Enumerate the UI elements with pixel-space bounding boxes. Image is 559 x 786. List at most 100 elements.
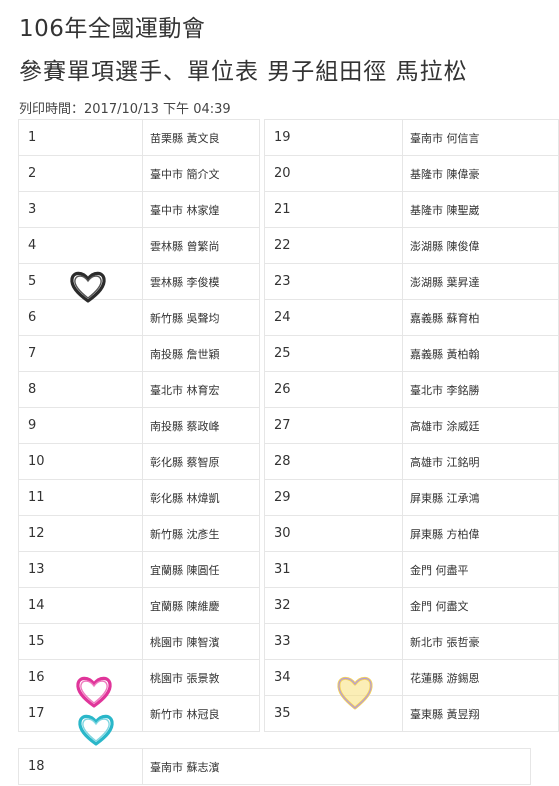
table-row: 1 苗栗縣 黃文良 (18, 119, 260, 156)
athlete-unit-name: 臺北市 李銘勝 (402, 371, 559, 408)
athlete-unit-name: 彰化縣 林煒凱 (142, 479, 260, 516)
table-row: 31 金門 何盡平 (264, 551, 559, 588)
athlete-number: 24 (264, 299, 403, 336)
athlete-unit-name: 高雄市 涂威廷 (402, 407, 559, 444)
athlete-number: 12 (18, 515, 143, 552)
athlete-unit-name: 彰化縣 蔡智原 (142, 443, 260, 480)
athlete-unit-name: 宜蘭縣 陳維慶 (142, 587, 260, 624)
heart-outline-yellow-icon (337, 676, 373, 710)
athlete-number: 29 (264, 479, 403, 516)
athlete-unit-name: 基隆市 陳偉豪 (402, 155, 559, 192)
table-row: 28 高雄市 江銘明 (264, 443, 559, 480)
athlete-unit-name: 澎湖縣 陳俊偉 (402, 227, 559, 264)
athlete-unit-name: 臺南市 何信言 (402, 119, 559, 156)
athlete-unit-name: 高雄市 江銘明 (402, 443, 559, 480)
athlete-number: 2 (18, 155, 143, 192)
athlete-number: 21 (264, 191, 403, 228)
roster-table-left: 1 苗栗縣 黃文良 2 臺中市 簡介文 3 臺中市 林家煌 4 雲林縣 曾繁尚 5 雲林縣 李俊模… (18, 119, 260, 732)
roster-table-right: 19 臺南市 何信言 20 基隆市 陳偉豪 21 基隆市 陳聖崴 22 澎湖縣 陳俊偉 23 澎湖… (264, 119, 559, 732)
athlete-number: 7 (18, 335, 143, 372)
table-row: 6 新竹縣 吳聲均 (18, 299, 260, 336)
athlete-unit-name: 宜蘭縣 陳圓任 (142, 551, 260, 588)
athlete-number: 1 (18, 119, 143, 156)
print-timestamp: 列印時間：2017/10/13 下午 04:39 (19, 102, 231, 117)
table-row: 33 新北市 張哲豪 (264, 623, 559, 660)
athlete-number: 14 (18, 587, 143, 624)
athlete-unit-name: 新北市 張哲豪 (402, 623, 559, 660)
table-row: 2 臺中市 簡介文 (18, 155, 260, 192)
table-row: 13 宜蘭縣 陳圓任 (18, 551, 260, 588)
athlete-unit-name: 花蓮縣 游錫恩 (402, 659, 559, 696)
page-title: 106年全國運動會 (19, 16, 206, 42)
table-row: 4 雲林縣 曾繁尚 (18, 227, 260, 264)
table-row: 10 彰化縣 蔡智原 (18, 443, 260, 480)
athlete-number: 11 (18, 479, 143, 516)
athlete-unit-name: 金門 何盡平 (402, 551, 559, 588)
athlete-unit-name: 南投縣 詹世穎 (142, 335, 260, 372)
athlete-number: 19 (264, 119, 403, 156)
athlete-number: 22 (264, 227, 403, 264)
athlete-unit-name: 桃園市 陳智濱 (142, 623, 260, 660)
athlete-number: 27 (264, 407, 403, 444)
athlete-unit-name: 屏東縣 方柏偉 (402, 515, 559, 552)
page-subtitle: 參賽單項選手、單位表 男子組田徑 馬拉松 (19, 59, 468, 85)
table-row: 12 新竹縣 沈彥生 (18, 515, 260, 552)
table-row: 22 澎湖縣 陳俊偉 (264, 227, 559, 264)
table-row: 29 屏東縣 江承鴻 (264, 479, 559, 516)
athlete-number: 13 (18, 551, 143, 588)
athlete-unit-name: 南投縣 蔡政峰 (142, 407, 260, 444)
athlete-number: 3 (18, 191, 143, 228)
athlete-unit-name: 臺北市 林育宏 (142, 371, 260, 408)
roster-table-last-row: 18 臺南市 蘇志濱 (18, 748, 531, 785)
athlete-unit-name: 桃園市 張景敦 (142, 659, 260, 696)
athlete-number: 23 (264, 263, 403, 300)
table-row: 35 臺東縣 黃昱翔 (264, 695, 559, 732)
athlete-unit-name: 雲林縣 李俊模 (142, 263, 260, 300)
athlete-number: 26 (264, 371, 403, 408)
table-row: 11 彰化縣 林煒凱 (18, 479, 260, 516)
athlete-unit-name: 金門 何盡文 (402, 587, 559, 624)
athlete-unit-name: 臺東縣 黃昱翔 (402, 695, 559, 732)
athlete-number: 34 (264, 659, 403, 696)
athlete-unit-name: 臺中市 林家煌 (142, 191, 260, 228)
athlete-number: 25 (264, 335, 403, 372)
athlete-unit-name: 澎湖縣 葉昇達 (402, 263, 559, 300)
table-row: 8 臺北市 林育宏 (18, 371, 260, 408)
athlete-unit-name: 臺中市 簡介文 (142, 155, 260, 192)
heart-outline-dark-icon (70, 271, 106, 303)
table-row: 17 新竹市 林冠良 (18, 695, 260, 732)
athlete-number: 31 (264, 551, 403, 588)
athlete-unit-name: 嘉義縣 黃柏翰 (402, 335, 559, 372)
table-row: 20 基隆市 陳偉豪 (264, 155, 559, 192)
athlete-number: 30 (264, 515, 403, 552)
table-row: 19 臺南市 何信言 (264, 119, 559, 156)
table-row: 34 花蓮縣 游錫恩 (264, 659, 559, 696)
athlete-number: 28 (264, 443, 403, 480)
athlete-number: 10 (18, 443, 143, 480)
athlete-number: 18 (18, 748, 143, 785)
athlete-number: 9 (18, 407, 143, 444)
athlete-unit-name: 屏東縣 江承鴻 (402, 479, 559, 516)
table-row: 30 屏東縣 方柏偉 (264, 515, 559, 552)
athlete-unit-name: 苗栗縣 黃文良 (142, 119, 260, 156)
table-row: 7 南投縣 詹世穎 (18, 335, 260, 372)
table-row: 23 澎湖縣 葉昇達 (264, 263, 559, 300)
athlete-number: 4 (18, 227, 143, 264)
table-row: 25 嘉義縣 黃柏翰 (264, 335, 559, 372)
heart-outline-pink-icon (76, 676, 112, 708)
athlete-number: 17 (18, 695, 143, 732)
athlete-number: 20 (264, 155, 403, 192)
table-row: 26 臺北市 李銘勝 (264, 371, 559, 408)
athlete-unit-name: 基隆市 陳聖崴 (402, 191, 559, 228)
table-row: 5 雲林縣 李俊模 (18, 263, 260, 300)
table-row: 32 金門 何盡文 (264, 587, 559, 624)
athlete-unit-name: 嘉義縣 蘇育柏 (402, 299, 559, 336)
table-row: 3 臺中市 林家煌 (18, 191, 260, 228)
table-row: 15 桃園市 陳智濱 (18, 623, 260, 660)
athlete-unit-name: 臺南市 蘇志濱 (142, 748, 531, 785)
athlete-unit-name: 新竹縣 吳聲均 (142, 299, 260, 336)
athlete-unit-name: 新竹縣 沈彥生 (142, 515, 260, 552)
athlete-number: 15 (18, 623, 143, 660)
table-row: 21 基隆市 陳聖崴 (264, 191, 559, 228)
athlete-unit-name: 新竹市 林冠良 (142, 695, 260, 732)
